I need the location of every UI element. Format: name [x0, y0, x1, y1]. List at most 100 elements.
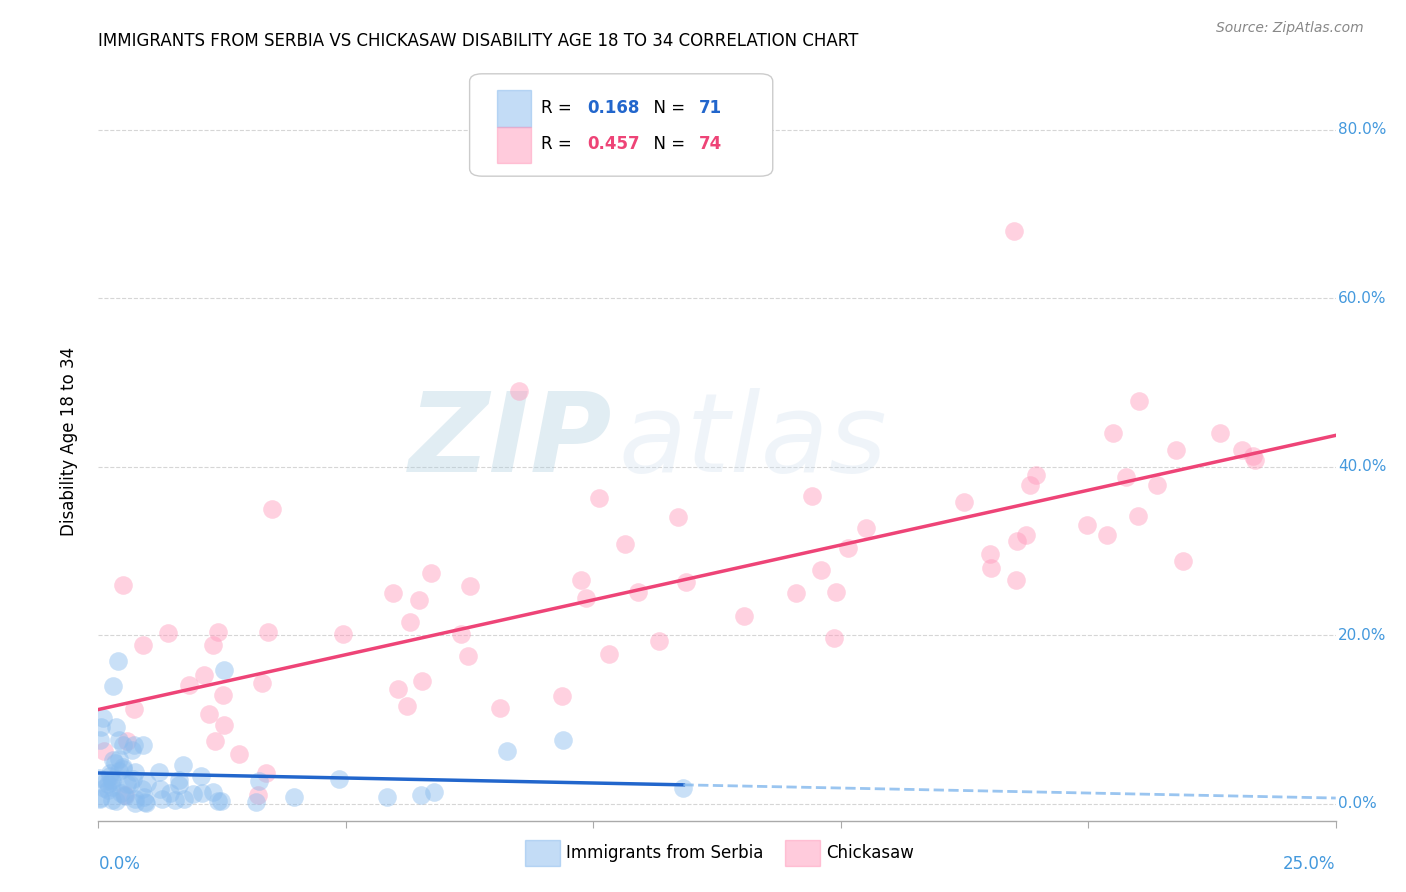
Point [172, 757, 194, 772]
Point [495, 744, 517, 758]
Point [132, 638, 155, 652]
FancyBboxPatch shape [785, 839, 820, 866]
Point [825, 585, 848, 599]
Point [198, 706, 221, 721]
Point [135, 796, 157, 810]
Point [111, 762, 134, 776]
Point [177, 678, 200, 692]
Point [100, 772, 122, 787]
Point [104, 756, 127, 771]
Point [785, 585, 807, 599]
Point [207, 624, 229, 639]
Point [131, 781, 153, 796]
Point [89, 791, 111, 805]
Point [135, 775, 157, 789]
Point [207, 794, 229, 808]
Point [111, 738, 134, 752]
Point [98, 765, 121, 780]
Point [165, 793, 187, 807]
Point [614, 537, 637, 551]
Text: N =: N = [643, 136, 690, 153]
Point [101, 775, 124, 789]
Point [675, 574, 697, 589]
Point [250, 676, 273, 690]
Point [1128, 509, 1150, 524]
Point [1241, 449, 1264, 463]
Point [247, 773, 270, 788]
Point [1076, 517, 1098, 532]
Point [211, 688, 233, 702]
Point [101, 780, 124, 794]
Text: 74: 74 [699, 136, 721, 153]
Point [569, 574, 592, 588]
Point [810, 563, 832, 577]
Point [668, 510, 690, 524]
Point [409, 789, 432, 803]
Point [598, 648, 620, 662]
Point [855, 521, 877, 535]
Text: IMMIGRANTS FROM SERBIA VS CHICKASAW DISABILITY AGE 18 TO 34 CORRELATION CHART: IMMIGRANTS FROM SERBIA VS CHICKASAW DISA… [98, 32, 859, 50]
Point [398, 615, 420, 629]
Point [134, 795, 156, 809]
Point [1095, 528, 1118, 542]
Text: 25.0%: 25.0% [1284, 855, 1336, 872]
Point [1102, 426, 1125, 441]
Point [411, 674, 433, 689]
Point [212, 718, 235, 732]
Point [115, 734, 138, 748]
Text: 80.0%: 80.0% [1339, 122, 1386, 137]
Point [93, 744, 115, 758]
Point [672, 780, 695, 795]
FancyBboxPatch shape [496, 90, 531, 127]
Point [150, 792, 173, 806]
Text: 60.0%: 60.0% [1339, 291, 1386, 306]
Point [110, 786, 132, 800]
Point [108, 751, 131, 765]
Point [1146, 478, 1168, 492]
Text: 0.0%: 0.0% [1339, 797, 1376, 812]
Point [101, 792, 124, 806]
Point [132, 789, 155, 804]
Point [1018, 478, 1040, 492]
Point [1005, 534, 1028, 549]
Point [202, 785, 225, 799]
Point [112, 788, 135, 802]
Point [204, 733, 226, 747]
Point [1015, 528, 1038, 542]
Point [257, 624, 280, 639]
Point [332, 627, 354, 641]
Point [97, 783, 120, 797]
Point [209, 793, 232, 807]
Point [167, 778, 190, 792]
Point [87, 772, 110, 786]
Text: Source: ZipAtlas.com: Source: ZipAtlas.com [1216, 21, 1364, 35]
Point [648, 634, 671, 648]
Point [104, 794, 127, 808]
Text: 0.0%: 0.0% [98, 855, 141, 872]
Point [149, 781, 172, 796]
Text: atlas: atlas [619, 388, 887, 495]
Point [979, 547, 1001, 561]
Text: N =: N = [643, 99, 690, 117]
Point [627, 584, 650, 599]
Point [800, 490, 823, 504]
Point [107, 654, 129, 668]
Point [115, 777, 138, 791]
Point [190, 768, 212, 782]
Point [1025, 467, 1047, 482]
Text: Chickasaw: Chickasaw [825, 844, 914, 863]
Text: 20.0%: 20.0% [1339, 628, 1386, 643]
Point [1166, 443, 1188, 458]
Point [118, 777, 141, 791]
Point [89, 732, 111, 747]
Point [228, 747, 250, 761]
Point [108, 733, 131, 747]
Text: R =: R = [541, 99, 578, 117]
Point [575, 591, 598, 606]
Point [173, 791, 195, 805]
Point [823, 632, 845, 646]
Point [114, 789, 136, 803]
Point [181, 787, 204, 801]
Point [551, 733, 574, 747]
Point [132, 738, 155, 752]
